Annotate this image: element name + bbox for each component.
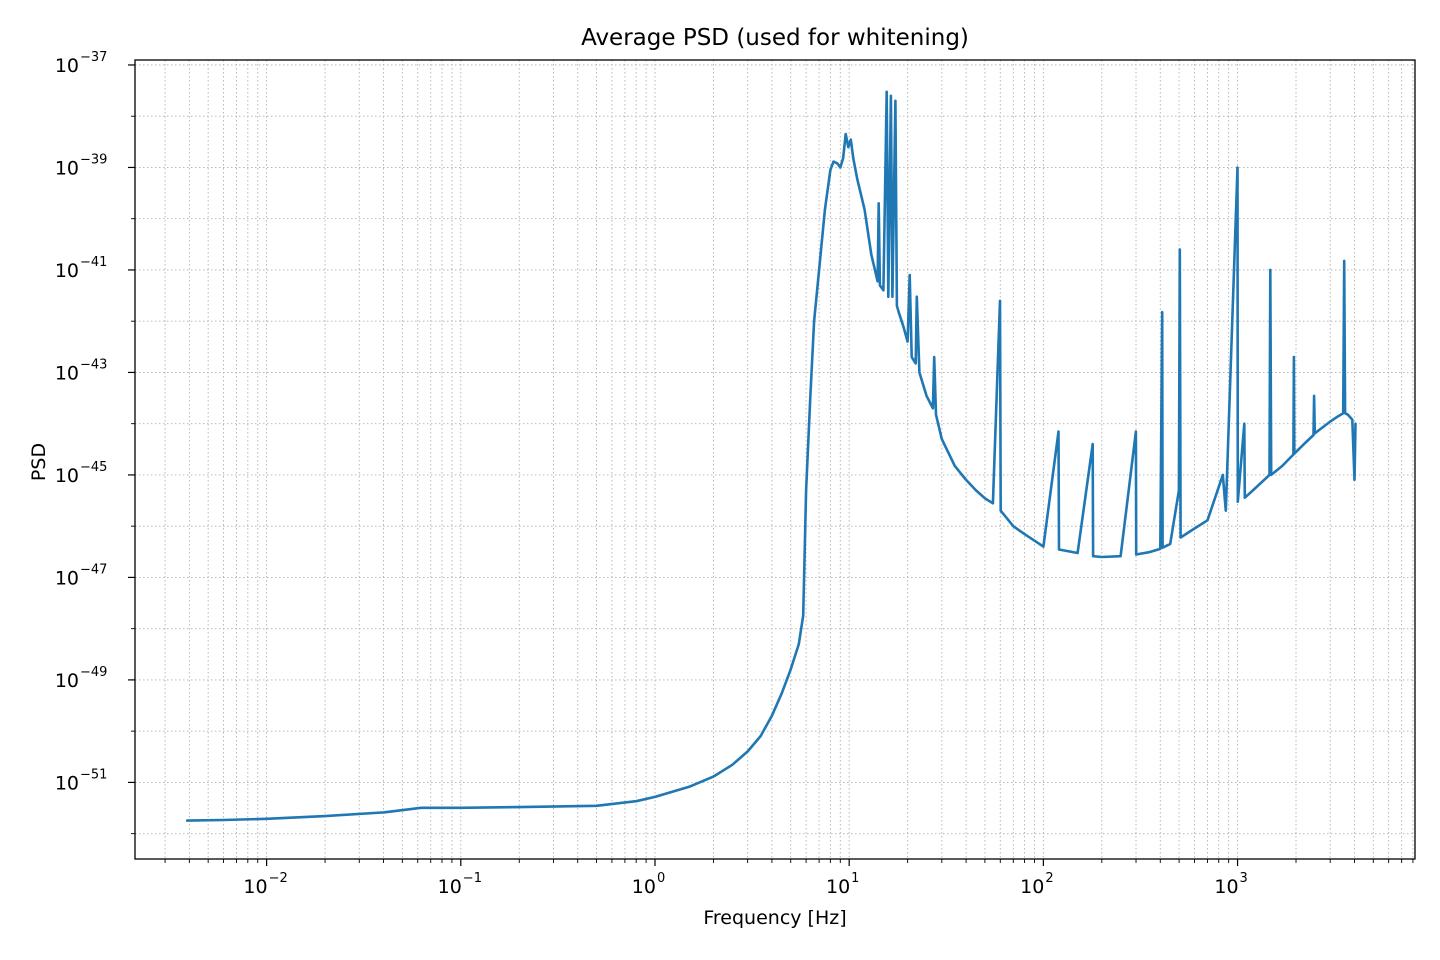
chart-title: Average PSD (used for whitening) (581, 25, 969, 51)
y-tick-label: 10 (55, 670, 79, 692)
ticks (128, 64, 1414, 866)
grid (135, 60, 1415, 859)
y-axis-label: PSD (28, 443, 50, 481)
y-tick-exponent: −49 (80, 665, 107, 680)
x-tick-label: 10 (243, 876, 267, 898)
x-tick-exponent: 3 (1240, 871, 1248, 886)
y-tick-exponent: −47 (80, 562, 107, 577)
x-tick-exponent: 2 (1045, 871, 1053, 886)
plot-frame (134, 59, 1416, 860)
x-tick-label: 10 (632, 876, 656, 898)
psd-series-line (185, 90, 1357, 822)
y-tick-label: 10 (55, 567, 79, 589)
series-layer (185, 90, 1357, 822)
x-tick-label: 10 (1214, 876, 1238, 898)
y-tick-exponent: −41 (80, 255, 107, 270)
y-tick-exponent: −45 (80, 460, 107, 475)
y-tick-label: 10 (55, 157, 79, 179)
y-tick-exponent: −39 (80, 152, 107, 167)
y-tick-label: 10 (55, 362, 79, 384)
y-tick-label: 10 (55, 465, 79, 487)
x-axis-label: Frequency [Hz] (703, 907, 846, 929)
x-tick-label: 10 (1020, 876, 1044, 898)
x-tick-label: 10 (438, 876, 462, 898)
y-tick-exponent: −43 (80, 357, 107, 372)
y-tick-exponent: −37 (80, 50, 107, 65)
x-tick-exponent: 0 (657, 871, 665, 886)
x-tick-exponent: −1 (463, 871, 482, 886)
y-tick-label: 10 (55, 55, 79, 77)
x-tick-exponent: 1 (851, 871, 859, 886)
x-tick-exponent: −2 (269, 871, 288, 886)
y-tick-label: 10 (55, 772, 79, 794)
x-tick-label: 10 (826, 876, 850, 898)
y-tick-exponent: −51 (80, 767, 107, 782)
y-tick-label: 10 (55, 260, 79, 282)
